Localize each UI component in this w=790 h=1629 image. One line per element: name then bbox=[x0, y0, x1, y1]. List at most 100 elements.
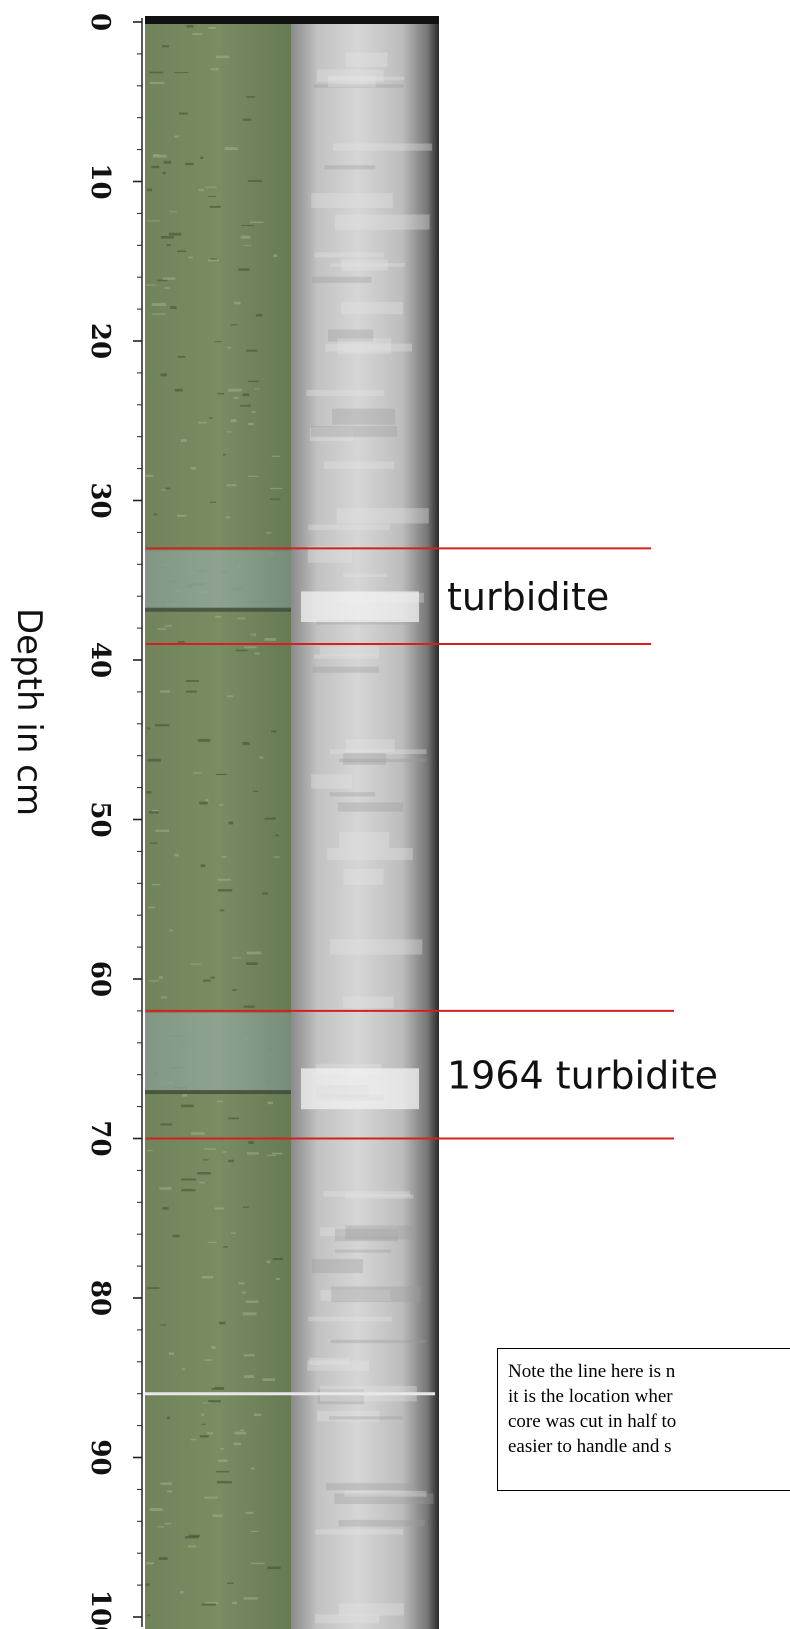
photo-speck bbox=[243, 1206, 249, 1208]
photo-speck bbox=[166, 244, 171, 247]
photo-speck bbox=[249, 221, 264, 224]
photo-speck bbox=[223, 454, 227, 456]
tick-label: 40 bbox=[85, 642, 115, 678]
photo-speck bbox=[214, 615, 222, 618]
xray-streak bbox=[307, 546, 352, 563]
photo-speck bbox=[242, 393, 250, 397]
photo-speck bbox=[146, 727, 151, 730]
photo-speck bbox=[228, 821, 234, 825]
photo-speck bbox=[186, 24, 194, 28]
photo-speck bbox=[160, 1482, 173, 1485]
photo-speck bbox=[147, 758, 161, 762]
photo-turbidite-band bbox=[145, 1012, 291, 1093]
photo-speck bbox=[267, 1101, 273, 1105]
photo-speck bbox=[214, 1207, 224, 1210]
xray-streak bbox=[311, 1259, 363, 1274]
xray-streak bbox=[335, 1249, 392, 1253]
photo-speck bbox=[246, 951, 262, 955]
photo-speck bbox=[250, 1562, 265, 1565]
photo-speck bbox=[204, 1148, 216, 1150]
photo-speck bbox=[231, 1601, 237, 1605]
photo-speck bbox=[170, 211, 177, 213]
photo-speck bbox=[178, 112, 188, 115]
photo-speck bbox=[246, 349, 258, 352]
photo-speck bbox=[211, 1388, 225, 1390]
photo-speck bbox=[193, 772, 202, 774]
photo-speck bbox=[148, 811, 159, 814]
photo-speck bbox=[227, 1582, 234, 1585]
xray-streak bbox=[343, 753, 387, 765]
photo-speck bbox=[197, 1172, 211, 1175]
photo-speck bbox=[210, 258, 217, 260]
photo-speck bbox=[151, 303, 166, 306]
xray-streak bbox=[309, 427, 354, 442]
photo-speck bbox=[267, 1566, 281, 1570]
photo-speck bbox=[234, 1431, 247, 1435]
core-xray-texture bbox=[306, 52, 434, 1624]
photo-speck bbox=[250, 1530, 259, 1533]
layer-boundary-lines bbox=[146, 547, 674, 1140]
photo-speck bbox=[209, 205, 221, 208]
photo-speck bbox=[207, 1241, 217, 1243]
photo-speck bbox=[208, 1400, 221, 1403]
photo-speck bbox=[177, 250, 187, 253]
photo-speck bbox=[246, 1152, 259, 1155]
photo-speck bbox=[151, 883, 161, 886]
xray-streak bbox=[345, 1225, 416, 1240]
photo-band-base bbox=[145, 1090, 291, 1095]
photo-speck bbox=[243, 1354, 255, 1357]
photo-speck bbox=[148, 71, 164, 74]
depth-axis-tick-labels: 0 10 20 30 40 50 60 70 80 90 100 bbox=[85, 13, 115, 1629]
photo-speck bbox=[174, 388, 183, 392]
photo-speck bbox=[251, 411, 256, 413]
photo-speck bbox=[179, 1590, 184, 1594]
xray-bright-band bbox=[301, 591, 419, 623]
photo-speck bbox=[201, 1413, 205, 1417]
photo-speck bbox=[208, 417, 213, 419]
photo-speck bbox=[149, 81, 165, 85]
photo-speck bbox=[210, 976, 215, 979]
photo-speck bbox=[177, 356, 186, 358]
photo-speck bbox=[275, 1277, 281, 1280]
photo-speck bbox=[199, 801, 208, 805]
photo-speck bbox=[168, 232, 182, 236]
xray-streak bbox=[311, 276, 372, 283]
photo-speck bbox=[158, 1557, 168, 1560]
xray-streak bbox=[329, 749, 427, 755]
xray-streak bbox=[313, 84, 404, 88]
photo-speck bbox=[160, 373, 167, 377]
photo-speck bbox=[160, 996, 167, 999]
photo-speck bbox=[271, 1152, 283, 1155]
photo-speck bbox=[224, 147, 238, 150]
layer-label-turbidite: turbidite bbox=[447, 575, 609, 619]
core-xray-body bbox=[291, 22, 439, 1629]
photo-speck bbox=[169, 929, 174, 932]
xray-streak bbox=[330, 939, 423, 955]
core-color-photo bbox=[145, 22, 291, 1629]
photo-speck bbox=[259, 756, 264, 759]
photo-speck bbox=[208, 195, 217, 197]
photo-speck bbox=[160, 235, 174, 239]
photo-speck bbox=[147, 188, 153, 192]
xray-streak bbox=[332, 143, 433, 151]
xray-streak bbox=[344, 1490, 427, 1497]
photo-speck bbox=[254, 652, 260, 655]
photo-speck bbox=[242, 1312, 257, 1316]
photo-speck bbox=[145, 474, 154, 478]
photo-speck bbox=[168, 1352, 175, 1355]
photo-speck bbox=[232, 989, 237, 991]
photo-speck bbox=[219, 804, 224, 806]
photo-speck bbox=[201, 1603, 216, 1606]
photo-speck bbox=[146, 791, 152, 794]
photo-speck bbox=[204, 1359, 213, 1361]
photo-speck bbox=[238, 268, 250, 271]
photo-speck bbox=[233, 1442, 241, 1446]
photo-speck bbox=[145, 284, 156, 286]
photo-speck bbox=[165, 487, 171, 490]
photo-speck bbox=[211, 1346, 216, 1349]
photo-speck bbox=[186, 680, 200, 682]
photo-speck bbox=[191, 1132, 205, 1135]
photo-speck bbox=[242, 118, 252, 121]
photo-speck bbox=[177, 514, 187, 517]
photo-speck bbox=[227, 388, 242, 392]
